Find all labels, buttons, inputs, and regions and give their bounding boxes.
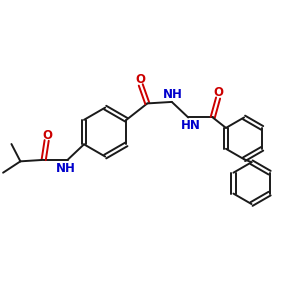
Text: NH: NH [164,88,183,101]
Text: O: O [42,129,52,142]
Text: O: O [213,86,223,99]
Text: O: O [136,73,146,86]
Text: HN: HN [181,119,201,132]
Text: NH: NH [56,162,76,175]
